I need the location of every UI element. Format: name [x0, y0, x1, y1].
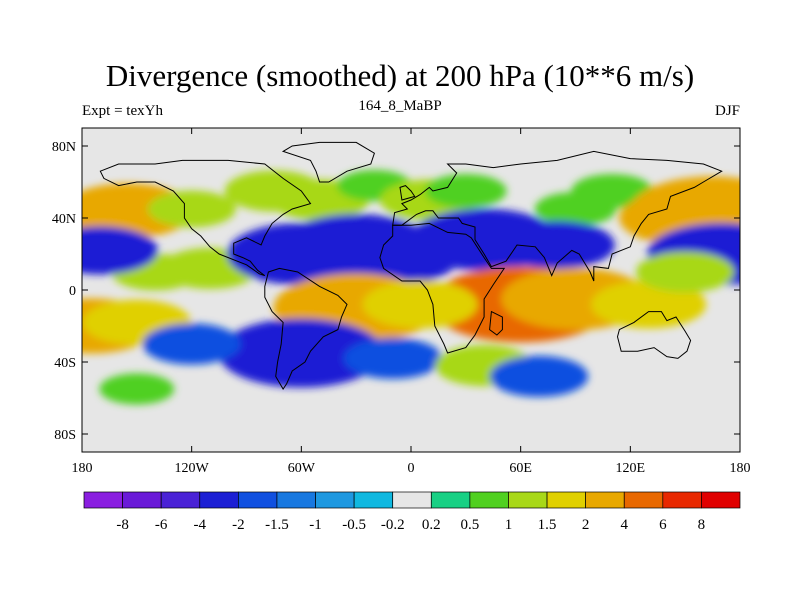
colorbar-box — [238, 491, 278, 509]
colorbar-label: 8 — [698, 517, 706, 533]
colorbar-label: 2 — [582, 517, 590, 533]
x-tick-label: 180 — [730, 461, 751, 476]
field-anomaly — [571, 174, 653, 208]
colorbar-box — [623, 491, 664, 509]
field-anomaly — [99, 373, 175, 405]
field-anomaly — [499, 221, 615, 269]
colorbar-label: 4 — [620, 517, 628, 533]
colorbar-label: -6 — [155, 517, 168, 533]
y-tick-label: 0 — [69, 284, 76, 299]
landmass-outline — [379, 222, 506, 354]
colorbar-box — [508, 491, 548, 509]
colorbar-box — [315, 491, 355, 509]
colorbar-label: -1.5 — [265, 517, 289, 533]
x-tick-label: 0 — [408, 461, 415, 476]
axis-ticks: 180 120W 60W 0 60E 120E 180 80N 40N 0 40S 80S — [52, 128, 751, 476]
field-anomaly — [343, 337, 442, 379]
colorbar-box — [546, 491, 586, 509]
colorbar-box — [122, 491, 162, 509]
colorbar-label: 1.5 — [538, 517, 557, 533]
colorbar-label: 6 — [659, 517, 667, 533]
experiment-label: Expt = texYh — [82, 103, 163, 119]
landmass-outline — [399, 185, 416, 201]
colorbar-box — [662, 491, 702, 509]
y-tick-label: 40S — [54, 356, 76, 371]
x-tick-label: 180 — [72, 461, 93, 476]
colorbar-label: -0.5 — [342, 517, 366, 533]
colorbar-box — [430, 491, 471, 509]
colorbar-label: 0.2 — [422, 517, 441, 533]
field-anomaly — [636, 251, 735, 293]
colorbar-label: -8 — [116, 517, 129, 533]
colorbar-label: -1 — [309, 517, 322, 533]
field-anomaly — [82, 226, 158, 275]
colorbar-label: -2 — [232, 517, 245, 533]
x-tick-label: 120W — [175, 461, 210, 476]
field-anomaly — [591, 280, 707, 329]
field-anomaly — [489, 355, 589, 397]
x-tick-label: 120E — [616, 461, 646, 476]
map-field-layer — [82, 128, 740, 452]
y-tick-label: 40N — [52, 212, 76, 227]
chart-subtitle: 164_8_MaBP — [358, 98, 442, 114]
continent-outline — [99, 141, 723, 390]
colorbar-box — [199, 491, 239, 509]
field-anomaly — [362, 280, 478, 329]
x-tick-label: 60W — [288, 461, 316, 476]
landmass-outline — [281, 141, 376, 183]
landmass-outline — [616, 311, 692, 359]
season-label: DJF — [714, 103, 740, 119]
colorbar-box — [585, 491, 625, 509]
chart-title: Divergence (smoothed) at 200 hPa (10**6 … — [105, 58, 695, 93]
colorbar-box — [701, 491, 741, 509]
colorbar-box — [353, 491, 394, 509]
colorbar-label: -0.2 — [381, 517, 405, 533]
y-tick-label: 80N — [52, 140, 76, 155]
field-anomaly — [147, 190, 236, 228]
landmass-outline — [392, 150, 723, 282]
colorbar-box — [392, 491, 432, 509]
field-anomaly — [425, 174, 507, 208]
colorbar-label: 1 — [505, 517, 513, 533]
colorbar-box — [83, 491, 123, 509]
landmass-outline — [264, 267, 348, 390]
colorbar-label: 0.5 — [461, 517, 480, 533]
field-anomaly — [218, 318, 385, 388]
colorbar-box — [469, 491, 509, 509]
y-tick-label: 80S — [54, 428, 76, 443]
landmass-outline — [99, 159, 312, 277]
colorbar-label: -4 — [194, 517, 207, 533]
colorbar-box — [276, 491, 316, 509]
field-anomaly — [142, 323, 241, 365]
landmass-outline — [489, 310, 503, 336]
x-tick-label: 60E — [509, 461, 532, 476]
color-legend: -8 -6 -4 -2 -1.5 -1 -0.5 -0.2 0.2 0.5 1 1.5 2 4 6 8 — [83, 491, 741, 533]
colorbar-box — [160, 491, 201, 509]
